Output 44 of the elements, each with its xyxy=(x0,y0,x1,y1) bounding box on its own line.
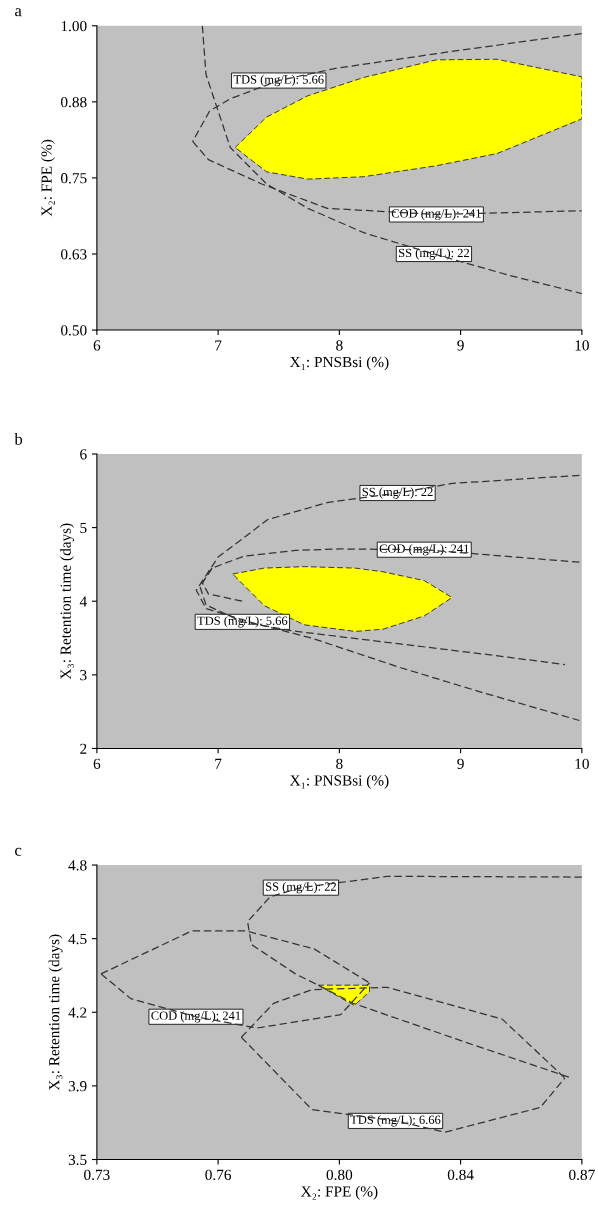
chart-title: c xyxy=(15,847,22,856)
y-tick-label: 0.50 xyxy=(61,325,87,336)
y-tick-label: 4.5 xyxy=(68,933,87,945)
y-tick-label: 3.9 xyxy=(68,1081,87,1092)
y-tick-label: 1.00 xyxy=(61,20,87,32)
annotation: SS (mg/L): 22 xyxy=(399,248,470,260)
y-tick-label: 3 xyxy=(80,670,87,681)
x-axis-title: X₂: FPE (%) xyxy=(300,1185,378,1200)
x-tick-label: 8 xyxy=(336,340,343,351)
y-tick-label: 4.8 xyxy=(68,860,87,871)
x-tick-label: 0.76 xyxy=(205,1169,232,1181)
y-tick-label: 5 xyxy=(80,522,87,534)
annotation: COD (mg/L): 241 xyxy=(151,1011,241,1023)
y-tick-label: 0.63 xyxy=(61,249,87,260)
annotation: SS (mg/L): 22 xyxy=(265,881,336,894)
annotation: SS (mg/L): 22 xyxy=(362,487,433,499)
annotation: TDS (mg/L): 5.66 xyxy=(233,74,324,87)
x-tick-label: 9 xyxy=(457,758,464,769)
y-tick-label: 4.2 xyxy=(68,1007,87,1018)
x-tick-label: 0.84 xyxy=(447,1169,474,1181)
x-tick-label: 10 xyxy=(575,340,589,351)
chart-title: b xyxy=(14,432,23,445)
y-tick-label: 0.75 xyxy=(61,173,87,184)
x-tick-label: 0.73 xyxy=(84,1169,110,1181)
chart-title: a xyxy=(15,8,22,17)
y-tick-label: 6 xyxy=(80,449,87,460)
x-tick-label: 10 xyxy=(575,758,589,769)
x-tick-label: 7 xyxy=(215,340,222,351)
y-axis-title: X₂: FPE (%) xyxy=(41,139,55,217)
y-tick-label: 2 xyxy=(80,743,87,754)
y-tick-label: 3.5 xyxy=(68,1154,87,1166)
x-tick-label: 0.80 xyxy=(326,1169,353,1181)
x-tick-label: 8 xyxy=(336,758,343,769)
x-tick-label: 6 xyxy=(93,340,101,351)
x-tick-label: 9 xyxy=(457,340,464,351)
x-axis-title: X₁: PNSBsi (%) xyxy=(289,356,389,371)
y-axis-title: X₃: Retention time (days) xyxy=(48,934,63,1091)
y-tick-label: 0.88 xyxy=(61,96,87,108)
x-tick-label: 7 xyxy=(215,758,222,769)
y-axis-title: X₃: Retention time (days) xyxy=(60,523,74,680)
y-tick-label: 4 xyxy=(79,596,87,607)
x-tick-label: 0.87 xyxy=(569,1169,595,1181)
x-tick-label: 6 xyxy=(93,758,101,769)
x-axis-title: X₁: PNSBsi (%) xyxy=(289,774,389,789)
